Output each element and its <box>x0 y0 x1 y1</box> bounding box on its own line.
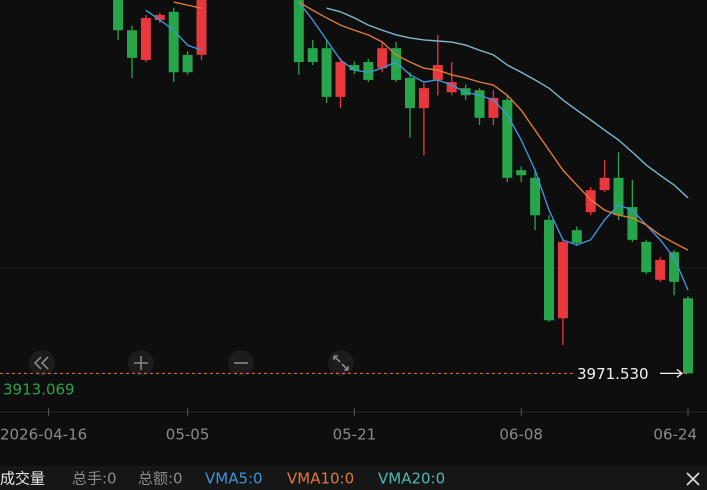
candle-body <box>349 65 360 71</box>
candle-body <box>474 90 485 118</box>
x-tick-label: 2026-04-16 <box>0 426 87 444</box>
candle-body <box>516 170 527 176</box>
candle-body <box>196 0 207 55</box>
candle-body <box>683 298 693 374</box>
candle-body <box>182 54 193 73</box>
volume-item: VMA5:0 <box>205 470 263 488</box>
candle-body <box>377 48 388 69</box>
volume-item: 总手:0 <box>72 470 117 488</box>
candle-body <box>446 82 457 93</box>
fullscreen-icon <box>333 355 349 371</box>
candle-body <box>405 77 415 109</box>
x-tick-label: 05-05 <box>166 426 210 444</box>
candle-body <box>391 48 402 80</box>
candle-body <box>154 14 165 20</box>
ma-line <box>326 7 689 199</box>
candle-body <box>432 65 443 80</box>
candle-body <box>599 177 610 191</box>
volume-item: VMA10:0 <box>287 470 354 488</box>
candle-body <box>363 62 374 80</box>
volume-item: 总额:0 <box>138 470 183 488</box>
candle-body <box>502 99 513 178</box>
pan-left-icon <box>33 356 49 370</box>
ma-line <box>298 1 689 291</box>
ma-line <box>145 9 202 51</box>
fullscreen-button[interactable] <box>328 350 354 376</box>
last-price-bg <box>574 363 658 384</box>
candle-body <box>530 177 541 216</box>
candle-body <box>321 48 332 97</box>
candle-body <box>571 230 582 243</box>
last-price-label: 3971.530 <box>577 365 649 383</box>
candle-body <box>418 88 429 109</box>
candle-body <box>627 207 638 240</box>
plot <box>113 0 693 374</box>
volume-bar <box>0 466 707 490</box>
candle-body <box>613 177 624 216</box>
candle-body <box>307 48 318 63</box>
candle-body <box>127 30 137 58</box>
ma-line <box>298 1 689 251</box>
candle-body <box>585 190 596 213</box>
ma-line <box>173 1 202 9</box>
x-tick-label: 06-24 <box>653 426 697 444</box>
zoom-in-icon <box>134 356 148 370</box>
left-price-label: 3913.069 <box>3 381 75 399</box>
candle-body <box>488 97 499 118</box>
zoom-controls[interactable] <box>29 350 354 376</box>
candle-body <box>293 0 304 63</box>
candle-body <box>544 219 554 321</box>
x-tick-label: 05-21 <box>333 426 377 444</box>
x-tick-label: 06-08 <box>499 426 543 444</box>
candle-body <box>168 11 179 73</box>
candle-body <box>113 0 124 31</box>
last-price-arrow <box>660 368 684 378</box>
candle-body <box>335 62 346 97</box>
candle-body <box>140 17 151 60</box>
volume-item: VMA20:0 <box>378 470 445 488</box>
candle-body <box>655 259 666 280</box>
candle-body <box>557 241 568 319</box>
candle-body <box>641 241 652 273</box>
close-icon[interactable] <box>686 472 700 486</box>
candle-body <box>669 252 680 282</box>
volume-title: 成交量 <box>0 470 45 488</box>
